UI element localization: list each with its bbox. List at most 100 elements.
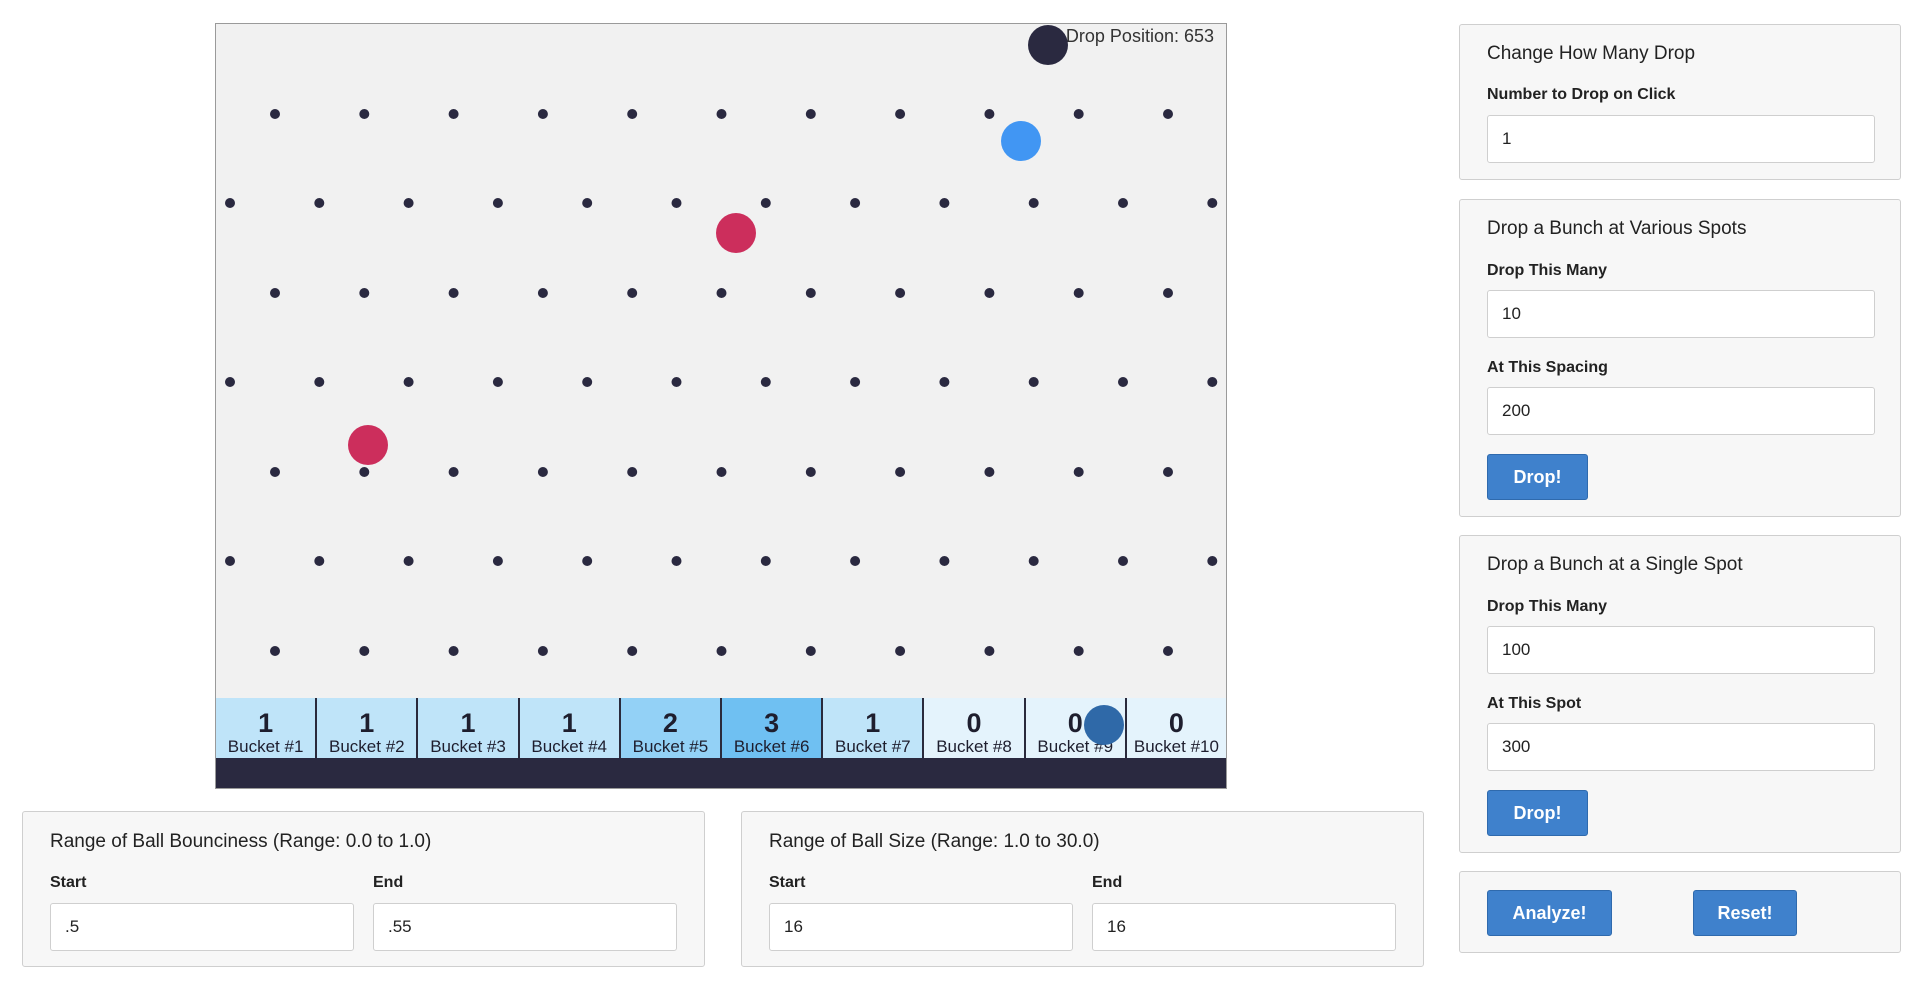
peg: [1028, 198, 1039, 208]
bounciness-start-input[interactable]: [50, 903, 354, 951]
peg: [984, 109, 995, 119]
peg: [939, 377, 950, 387]
single-spot-label: At This Spot: [1487, 695, 1582, 712]
plinko-board[interactable]: Drop Position: 653 1 Bucket #1 1 Bucket #2 1…: [215, 23, 1227, 789]
ball-size-end-input[interactable]: [1092, 903, 1396, 951]
peg: [1207, 556, 1218, 566]
bucket-6: 3 Bucket #6: [722, 698, 824, 758]
peg: [314, 198, 325, 208]
peg: [760, 198, 771, 208]
board-floor: [216, 758, 1226, 788]
bucket-label: Bucket #4: [531, 737, 608, 756]
bucket-label: Bucket #7: [835, 737, 911, 756]
various-count-label: Drop This Many: [1487, 262, 1608, 279]
peg: [225, 198, 235, 208]
peg: [1118, 198, 1128, 208]
peg: [1163, 288, 1173, 298]
various-spacing-input[interactable]: [1487, 387, 1875, 435]
peg: [403, 556, 414, 566]
drop-position-readout: Drop Position: 653: [1065, 26, 1214, 46]
peg: [716, 467, 727, 477]
peg: [314, 377, 325, 387]
bucket-2: 1 Bucket #2: [317, 698, 419, 758]
peg: [403, 377, 414, 387]
peg: [537, 646, 548, 656]
bucket-count: 1: [865, 708, 881, 738]
peg: [760, 377, 771, 387]
various-drop-button[interactable]: Drop!: [1487, 454, 1588, 500]
bucket-4: 1 Bucket #4: [519, 698, 621, 758]
reset-button[interactable]: Reset!: [1693, 890, 1797, 936]
bounciness-end-input[interactable]: [373, 903, 677, 951]
peg: [939, 198, 950, 208]
peg: [448, 109, 459, 119]
peg: [314, 556, 325, 566]
peg: [671, 198, 682, 208]
bucket-count: 1: [460, 708, 476, 738]
peg: [1163, 646, 1173, 656]
peg-field: [225, 109, 1218, 656]
peg: [270, 109, 280, 119]
various-spots-panel: Drop a Bunch at Various Spots Drop This …: [1459, 199, 1901, 517]
peg: [984, 288, 995, 298]
peg: [225, 556, 235, 566]
peg: [1073, 467, 1084, 477]
peg: [984, 467, 995, 477]
change-how-many-panel: Change How Many Drop Number to Drop on C…: [1459, 24, 1901, 180]
ball-size-start-input[interactable]: [769, 903, 1073, 951]
peg: [671, 556, 682, 566]
peg: [1073, 109, 1084, 119]
peg: [492, 377, 503, 387]
bucket-count: 0: [1067, 708, 1083, 738]
bucket-label: Bucket #1: [227, 737, 304, 756]
bucket-label: Bucket #2: [329, 737, 405, 756]
single-spot-panel: Drop a Bunch at a Single Spot Drop This …: [1459, 535, 1901, 853]
peg: [716, 288, 727, 298]
bucket-count: 1: [258, 708, 274, 738]
peg: [760, 556, 771, 566]
single-spot-input[interactable]: [1487, 723, 1875, 771]
peg: [805, 288, 816, 298]
bucket-3: 1 Bucket #3: [418, 698, 520, 758]
peg: [448, 467, 459, 477]
single-count-label: Drop This Many: [1487, 598, 1608, 615]
bucket-count: 3: [764, 708, 780, 738]
various-count-input[interactable]: [1487, 290, 1875, 338]
peg: [805, 646, 816, 656]
bounciness-panel: Range of Ball Bounciness (Range: 0.0 to …: [22, 811, 705, 967]
bucket-9: 0 Bucket #9: [1025, 698, 1127, 758]
various-spacing-label: At This Spacing: [1487, 359, 1608, 376]
peg: [582, 556, 593, 566]
peg: [359, 646, 370, 656]
peg: [270, 288, 280, 298]
peg: [582, 377, 593, 387]
bucket-count: 1: [359, 708, 375, 738]
single-spot-title: Drop a Bunch at a Single Spot: [1487, 554, 1743, 575]
analyze-button[interactable]: Analyze!: [1487, 890, 1612, 936]
peg: [895, 109, 906, 119]
peg: [359, 288, 370, 298]
single-drop-button[interactable]: Drop!: [1487, 790, 1588, 836]
peg: [448, 646, 459, 656]
peg: [537, 467, 548, 477]
peg: [1028, 556, 1039, 566]
number-to-drop-label: Number to Drop on Click: [1487, 86, 1676, 103]
bucket-count: 0: [1168, 708, 1184, 738]
peg: [850, 198, 861, 208]
ball-size-start-label: Start: [769, 874, 806, 891]
peg: [939, 556, 950, 566]
bounciness-end-label: End: [373, 874, 404, 891]
peg: [1073, 288, 1084, 298]
peg: [895, 467, 906, 477]
single-count-input[interactable]: [1487, 626, 1875, 674]
peg: [537, 109, 548, 119]
bucket-count: 2: [662, 708, 678, 738]
bucket-label: Bucket #3: [430, 737, 506, 756]
number-to-drop-input[interactable]: [1487, 115, 1875, 163]
bucket-label: Bucket #8: [936, 737, 1012, 756]
bucket-count: 0: [966, 708, 982, 738]
change-how-many-title: Change How Many Drop: [1487, 43, 1696, 64]
bucket-count: 1: [561, 708, 577, 738]
actions-panel: Analyze! Reset!: [1459, 871, 1901, 953]
bucket-label: Bucket #6: [733, 737, 810, 756]
